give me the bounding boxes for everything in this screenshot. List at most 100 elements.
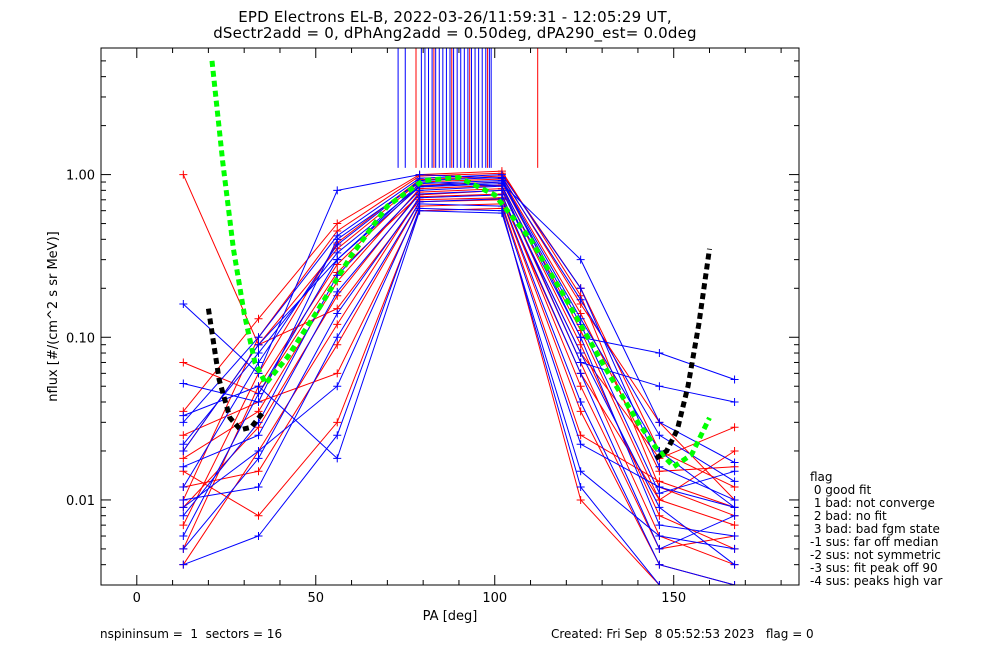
data-point-blue-12-6	[655, 483, 664, 492]
y-tick-label-2: 1.00	[66, 169, 95, 184]
data-point-red-11-0	[179, 358, 188, 367]
x-tick-label-2: 100	[482, 591, 507, 606]
data-point-red-7-2	[333, 320, 342, 329]
plot-frame	[100, 47, 800, 586]
data-point-blue-5-1	[254, 431, 263, 440]
footer-right-info: Created: Fri Sep 8 05:52:53 2023 flag = …	[551, 627, 814, 641]
footer-left-info: nspininsum = 1 sectors = 16	[100, 627, 283, 641]
data-point-blue-7-5	[576, 397, 585, 406]
data-point-blue-11-5	[576, 255, 585, 264]
data-point-blue-7-6	[655, 560, 664, 569]
data-point-blue-6-6	[655, 544, 664, 553]
profile-line-red-3	[182, 178, 735, 472]
data-point-blue-4-6	[655, 521, 664, 530]
data-point-blue-0-1	[254, 333, 263, 342]
data-point-blue-10-0	[179, 411, 188, 420]
data-point-blue-5-2	[333, 287, 342, 296]
profile-line-red-1	[182, 172, 735, 501]
profile-line-blue-6	[182, 194, 735, 550]
data-point-blue-9-7	[730, 397, 739, 406]
data-point-red-5-0	[179, 454, 188, 463]
data-point-red-12-2	[333, 418, 342, 427]
data-point-blue-8-2	[333, 186, 342, 195]
data-point-blue-9-6	[655, 382, 664, 391]
data-point-blue-2-0	[179, 532, 188, 541]
data-point-blue-6-2	[333, 309, 342, 318]
data-point-blue-4-7	[730, 532, 739, 541]
data-point-blue-11-2	[333, 255, 342, 264]
data-point-red-0-1	[254, 314, 263, 323]
legend-item-not-symmetric: -2 sus: not symmetric	[810, 548, 941, 562]
legend-title: flag	[810, 470, 833, 484]
profile-line-red-6	[182, 188, 735, 566]
data-point-red-8-5	[576, 407, 585, 416]
data-point-blue-13-2	[333, 431, 342, 440]
data-point-blue-12-5	[576, 440, 585, 449]
data-point-blue-5-0	[179, 462, 188, 471]
data-point-blue-6-1	[254, 454, 263, 463]
data-point-blue-8-3	[415, 170, 424, 179]
data-point-red-7-5	[576, 382, 585, 391]
y-tick-label-0: 0.01	[66, 494, 95, 509]
legend-item-peaks-high-var: -4 sus: peaks high var	[810, 574, 943, 588]
data-point-red-8-2	[333, 340, 342, 349]
profile-line-blue-5	[183, 189, 735, 566]
plot-data-group	[179, 48, 739, 618]
data-point-blue-3-2	[333, 248, 342, 257]
data-point-red-10-0	[179, 170, 188, 179]
profile-line-blue-10	[183, 210, 735, 550]
data-point-red-2-0	[179, 521, 188, 530]
data-point-blue-5-7	[730, 560, 739, 569]
x-axis-label: PA [deg]	[423, 609, 478, 624]
data-point-red-9-2	[333, 369, 342, 378]
data-point-blue-0-6	[655, 462, 664, 471]
data-point-red-12-5	[576, 495, 585, 504]
fit-curve-green-0	[209, 60, 712, 470]
data-point-blue-9-5	[576, 358, 585, 367]
profile-line-red-4	[182, 181, 735, 550]
data-point-blue-12-2	[333, 382, 342, 391]
data-point-red-12-7	[731, 610, 739, 618]
data-point-blue-13-5	[576, 483, 585, 492]
data-point-blue-12-0	[179, 503, 188, 512]
chart-title-line-2: dSectr2add = 0, dPhAng2add = 0.50deg, dP…	[213, 24, 697, 42]
profile-line-blue-12	[183, 203, 735, 508]
legend-item-bad-fgm: 3 bad: bad fgm state	[810, 522, 940, 536]
data-point-blue-5-6	[655, 503, 664, 512]
data-point-red-12-1	[254, 511, 263, 520]
data-point-blue-9-2	[333, 235, 342, 244]
data-point-blue-13-7	[731, 610, 739, 618]
data-point-blue-7-7	[730, 581, 739, 585]
data-point-red-9-0	[179, 431, 188, 440]
data-point-blue-5-5	[576, 349, 585, 358]
data-point-blue-1-7	[730, 477, 739, 486]
profile-line-blue-9	[183, 181, 735, 403]
data-point-red-4-7	[730, 446, 739, 455]
data-point-blue-8-7	[730, 375, 739, 384]
legend-item-not-converge: 1 bad: not converge	[810, 496, 935, 510]
data-point-blue-3-1	[254, 349, 263, 358]
data-point-blue-11-4	[497, 179, 506, 188]
data-point-blue-10-1	[254, 382, 263, 391]
data-point-blue-12-7	[730, 503, 739, 512]
fit-curve-black-0	[205, 308, 265, 433]
profile-line-blue-7	[183, 198, 735, 585]
data-point-blue-1-0	[179, 483, 188, 492]
legend-item-far-off-median: -1 sus: far off median	[810, 535, 939, 549]
profile-line-red-0	[182, 170, 735, 517]
data-point-blue-6-5	[576, 369, 585, 378]
data-point-blue-11-0	[179, 446, 188, 455]
data-point-blue-11-7	[730, 458, 739, 467]
data-point-blue-13-6	[655, 581, 664, 585]
data-point-blue-1-6	[655, 431, 664, 440]
data-point-red-10-6	[655, 495, 664, 504]
profile-line-red-10	[182, 174, 735, 526]
data-point-blue-0-7	[730, 495, 739, 504]
data-point-red-0-2	[333, 219, 342, 228]
chart-title-line-1: EPD Electrons EL-B, 2022-03-26/11:59:31 …	[238, 8, 672, 26]
data-point-blue-6-7	[730, 511, 739, 520]
data-point-blue-10-2	[333, 454, 342, 463]
data-point-blue-8-5	[576, 333, 585, 342]
data-point-red-10-7	[730, 521, 739, 530]
